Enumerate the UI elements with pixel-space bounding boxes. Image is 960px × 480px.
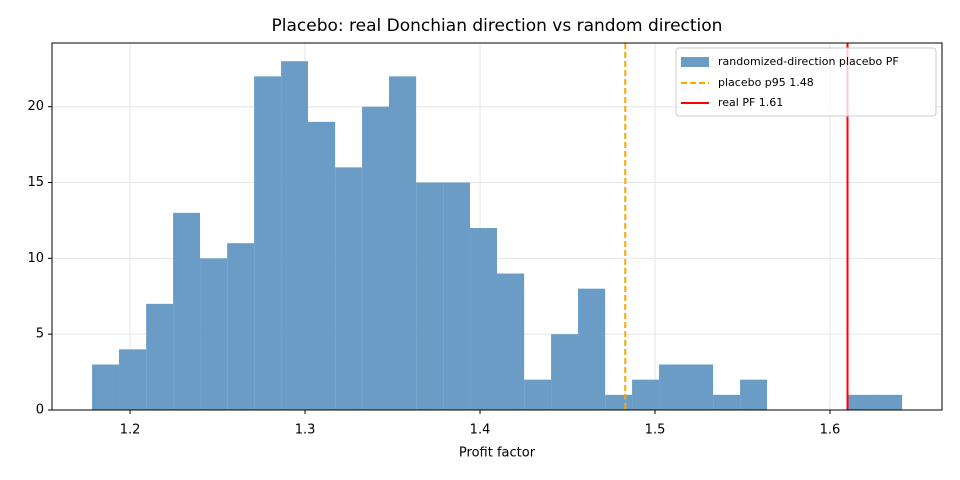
bar	[685, 364, 714, 410]
x-tick-label: 1.4	[470, 423, 491, 438]
bar	[389, 76, 417, 410]
bar	[497, 273, 525, 410]
y-tick-label: 10	[27, 251, 44, 266]
y-tick-label: 20	[27, 99, 44, 114]
bar	[281, 61, 309, 410]
bar	[524, 379, 552, 410]
y-tick-label: 5	[36, 327, 44, 342]
plot-frame	[51, 42, 943, 411]
bar	[578, 288, 606, 410]
legend: randomized-direction placebo PF placebo p…	[675, 47, 937, 117]
bar	[470, 228, 497, 410]
bar	[713, 394, 741, 410]
x-tick-label: 1.5	[645, 423, 666, 438]
legend-box	[675, 47, 937, 117]
bar	[335, 167, 363, 410]
y-tick-label: 15	[27, 175, 44, 190]
legend-label: real PF 1.61	[718, 96, 783, 109]
legend-label: placebo p95 1.48	[718, 76, 814, 89]
bar	[443, 182, 471, 410]
x-tick-label: 1.6	[820, 423, 841, 438]
bar	[874, 394, 903, 410]
legend-label: randomized-direction placebo PF	[718, 55, 899, 68]
bar	[146, 303, 174, 410]
bar	[227, 243, 255, 410]
bar	[605, 394, 633, 410]
bar	[551, 334, 579, 410]
bar	[119, 349, 147, 410]
bar	[362, 106, 390, 410]
x-tick-label: 1.3	[295, 423, 316, 438]
bar	[632, 379, 660, 410]
bar	[200, 258, 228, 410]
bar	[740, 379, 768, 410]
y-tick-label: 0	[36, 403, 44, 418]
legend-swatch	[681, 57, 709, 67]
x-tick-label: 1.2	[120, 423, 141, 438]
chart-title: Placebo: real Donchian direction vs rand…	[272, 16, 723, 36]
bar	[848, 394, 875, 410]
bar	[173, 212, 201, 410]
bar	[92, 364, 120, 410]
bar	[416, 182, 444, 410]
bar	[254, 76, 282, 410]
x-axis-label: Profit factor	[459, 446, 536, 461]
bar	[659, 364, 686, 410]
bar	[308, 121, 336, 411]
